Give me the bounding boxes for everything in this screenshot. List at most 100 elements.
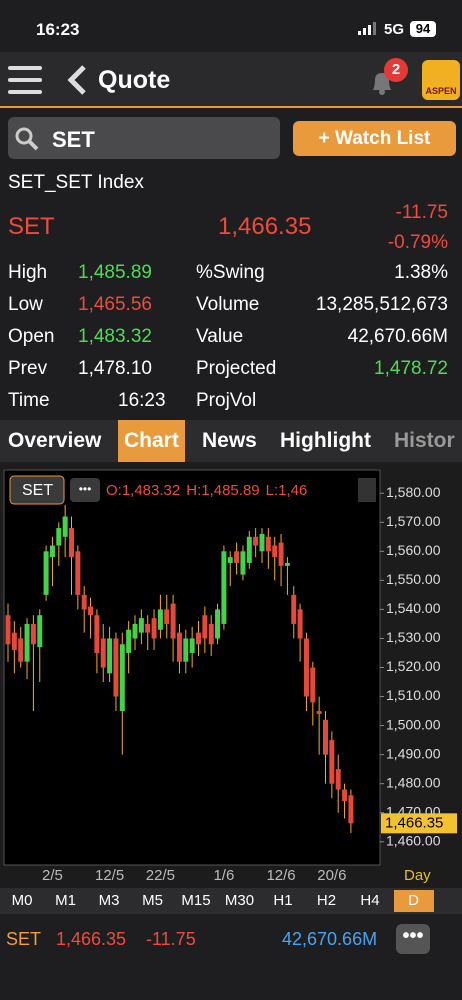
tab[interactable]: Histor [394,429,455,452]
footer-value: 42,670.66M [282,929,378,949]
timeframe-button[interactable]: M30 [224,892,255,909]
field-label: %Swing [196,262,265,283]
candle-body [335,769,341,790]
candle-body [56,528,62,546]
timeframe-button[interactable]: H4 [360,892,380,909]
y-tick-label: 1,570.00 [386,513,441,529]
candle-body [208,623,214,645]
back-button[interactable] [66,64,88,96]
x-tick-label: 1/6 [213,867,234,884]
candle-body [113,638,119,697]
candle-body [246,536,252,563]
candle-body [303,638,309,697]
timeframe-button[interactable]: M3 [98,892,120,909]
field-label: Volume [196,294,260,315]
field-value: 1.38% [394,262,448,283]
candle-body [43,551,49,595]
y-tick-label: 1,520.00 [386,658,441,674]
field-row: Open 1,483.32 Value 42,670.66M [8,326,448,358]
tab[interactable]: Highlight [280,429,371,452]
candle-body [234,551,240,563]
timeframe-button[interactable]: M1 [55,892,76,909]
field-value: 13,285,512,673 [315,294,448,315]
y-tick-label: 1,460.00 [386,832,441,848]
more-chip [70,478,100,502]
candle-body [272,545,278,558]
candle-body [297,609,303,639]
x-tick-label: 12/6 [266,867,295,884]
watch-list-button[interactable]: + Watch List [293,121,456,156]
symbol-chip [9,475,65,505]
tab-active[interactable]: Chart [118,420,185,462]
field-label: Prev [8,358,48,379]
y-tick-label: 1,540.00 [386,600,441,616]
menu-button[interactable] [8,64,44,96]
y-tick-label: 1,480.00 [386,774,441,790]
candle-body [278,542,284,566]
timeframe-button[interactable]: M0 [11,892,33,909]
candle-body [259,533,265,552]
ohlc-arrow[interactable] [358,478,376,502]
candle-body [62,516,68,537]
candle-body [221,551,227,624]
last-price-box [381,813,457,834]
timeframe-button[interactable]: D [393,890,434,912]
y-tick-label: 1,580.00 [386,484,441,500]
candle-body [145,623,151,633]
search-box[interactable] [8,117,280,159]
x-tick-label: 22/5 [146,867,175,884]
footer-change: -11.75 [146,929,196,949]
candle-body [348,795,354,824]
candle-body [30,623,36,645]
candle-body [265,536,271,552]
field-value: 1,465.56 [78,294,152,315]
timeframe-button[interactable]: H1 [273,892,293,909]
logo[interactable]: ASPEN [422,60,460,100]
candle-body [49,545,55,558]
candle-body [316,711,322,714]
candle-body [132,623,138,639]
y-tick-label: 1,530.00 [386,629,441,645]
more-button[interactable]: ••• [396,924,430,954]
field-label: Projected [196,358,277,379]
field-value: 1,483.32 [78,326,152,347]
candle-body [284,562,290,566]
field-row: Low 1,465.56 Volume 13,285,512,673 [8,294,448,326]
candle-body [138,618,144,633]
footer-bar [0,918,462,960]
change-pct: -0.79% [387,232,448,253]
candle-body [310,667,316,703]
period-label: Day [404,867,431,884]
y-tick-label: 1,500.00 [386,716,441,732]
candle-body [189,638,195,653]
candle-body [170,603,176,639]
candle-body [11,632,17,651]
x-tick-label: 2/5 [42,867,63,884]
chart-symbol: SET [22,482,53,499]
field-label: Time [8,390,50,411]
timeframe-button[interactable]: M5 [142,892,163,909]
timeframe-button[interactable]: M15 [181,892,211,909]
candle-body [164,609,170,624]
candle-body [215,609,221,639]
search-icon [15,127,39,151]
ohlc-item: O:1,483.32 [106,482,180,499]
y-tick-label: 1,510.00 [386,687,441,703]
candle-body [240,551,246,575]
ohlc-info: O:1,483.32 H:1,485.89 L:1,46 [106,482,307,499]
timeframe-button[interactable]: H2 [316,892,337,909]
candle-body [69,528,74,558]
field-label: Open [8,326,55,347]
tab[interactable]: Overview [8,429,102,452]
field-row: Prev 1,478.10 Projected 1,478.72 [8,358,448,390]
y-tick-label: 1,490.00 [386,745,441,761]
candle-body [88,606,94,616]
tab[interactable]: News [202,429,257,452]
candle-body [100,638,106,668]
candle-body [151,618,157,639]
status-time: 16:23 [36,20,80,39]
footer-symbol: SET [6,929,42,949]
field-label: High [8,262,48,283]
candle-body [157,609,163,630]
